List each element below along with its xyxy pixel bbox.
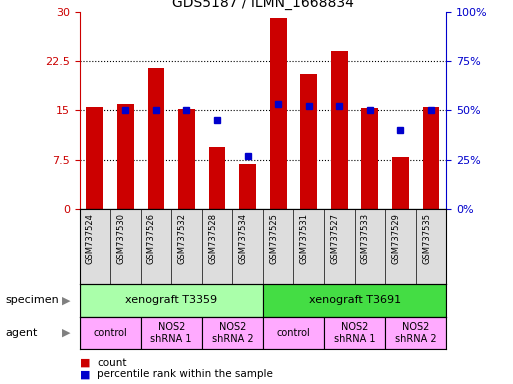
Bar: [362, 108, 378, 209]
Text: agent: agent: [5, 328, 37, 338]
Bar: [239, 164, 256, 209]
Bar: [117, 104, 134, 209]
Bar: [392, 157, 409, 209]
Bar: [263, 317, 324, 349]
Text: NOS2
shRNA 1: NOS2 shRNA 1: [334, 322, 376, 344]
Text: ▶: ▶: [63, 328, 71, 338]
Text: NOS2
shRNA 2: NOS2 shRNA 2: [211, 322, 253, 344]
Bar: [300, 74, 317, 209]
Text: GSM737528: GSM737528: [208, 213, 217, 264]
Bar: [86, 107, 103, 209]
Text: ■: ■: [80, 358, 90, 368]
Bar: [263, 284, 446, 317]
Bar: [202, 317, 263, 349]
Text: count: count: [97, 358, 127, 368]
Bar: [270, 18, 287, 209]
Text: GSM737524: GSM737524: [86, 213, 95, 264]
Text: GSM737532: GSM737532: [177, 213, 187, 264]
Text: control: control: [93, 328, 127, 338]
Bar: [80, 284, 263, 317]
Text: ■: ■: [80, 369, 90, 379]
Text: percentile rank within the sample: percentile rank within the sample: [97, 369, 273, 379]
Bar: [385, 317, 446, 349]
Bar: [331, 51, 348, 209]
Text: specimen: specimen: [5, 295, 59, 306]
Bar: [324, 317, 385, 349]
Bar: [141, 317, 202, 349]
Text: xenograft T3359: xenograft T3359: [125, 295, 218, 306]
Text: NOS2
shRNA 1: NOS2 shRNA 1: [150, 322, 192, 344]
Bar: [209, 147, 226, 209]
Text: GSM737535: GSM737535: [422, 213, 431, 264]
Text: GSM737527: GSM737527: [330, 213, 339, 264]
Text: control: control: [277, 328, 310, 338]
Bar: [148, 68, 164, 209]
Text: GSM737533: GSM737533: [361, 213, 370, 264]
Text: GSM737525: GSM737525: [269, 213, 278, 264]
Text: ▶: ▶: [63, 295, 71, 306]
Bar: [423, 107, 440, 209]
Bar: [178, 109, 195, 209]
Bar: [80, 317, 141, 349]
Text: NOS2
shRNA 2: NOS2 shRNA 2: [395, 322, 437, 344]
Text: GSM737534: GSM737534: [239, 213, 248, 264]
Title: GDS5187 / ILMN_1668834: GDS5187 / ILMN_1668834: [172, 0, 354, 10]
Text: GSM737526: GSM737526: [147, 213, 156, 264]
Text: GSM737529: GSM737529: [391, 213, 401, 264]
Text: xenograft T3691: xenograft T3691: [308, 295, 401, 306]
Text: GSM737531: GSM737531: [300, 213, 309, 264]
Text: GSM737530: GSM737530: [116, 213, 125, 264]
